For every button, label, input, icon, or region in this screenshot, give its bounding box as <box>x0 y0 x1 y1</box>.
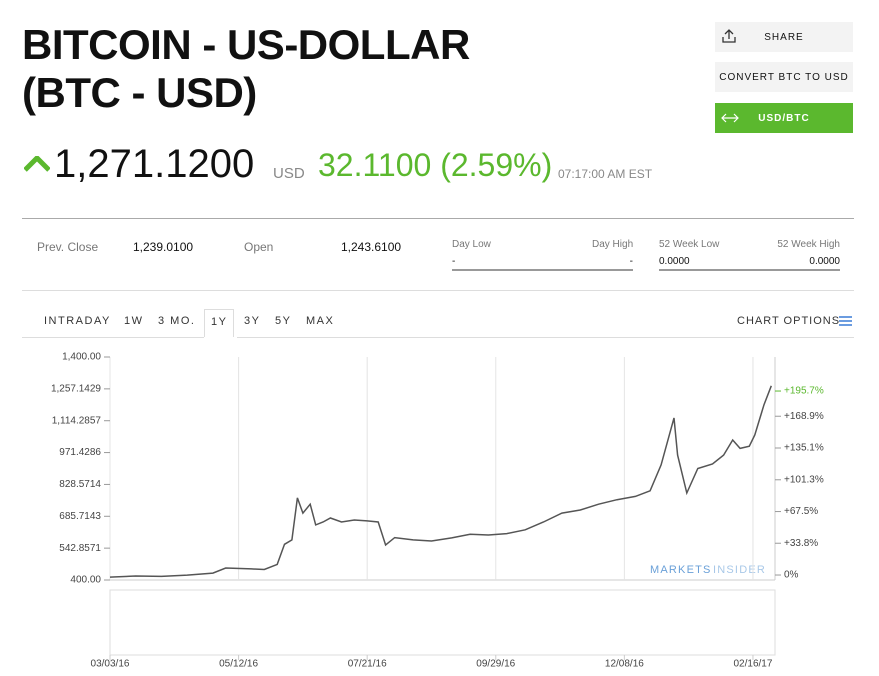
stat-label: 52 Week High <box>777 239 840 250</box>
y-tick-label: 542.8571 <box>59 543 101 554</box>
y2-tick-label: +168.9% <box>784 411 824 422</box>
y-tick-label: 685.7143 <box>59 511 101 522</box>
y-tick-label: 1,114.2857 <box>52 415 102 426</box>
y2-tick-label: +195.7% <box>784 386 824 397</box>
tab-active[interactable]: 1Y <box>204 309 235 337</box>
stat-value: 1,239.0100 <box>133 240 194 254</box>
swap-button[interactable]: USD/BTC <box>715 103 853 133</box>
divider <box>22 218 854 219</box>
range-bar <box>452 269 633 271</box>
x-tick-label: 05/12/16 <box>219 659 258 670</box>
stat-label: Prev. Close <box>37 240 99 254</box>
stat-value: - <box>629 256 633 267</box>
range-bar <box>659 269 840 271</box>
y-tick-label: 828.5714 <box>59 479 101 490</box>
y2-tick-label: +67.5% <box>784 506 818 517</box>
stat-value: 1,243.6100 <box>341 240 402 254</box>
button-label: CONVERT BTC TO USD <box>719 71 849 83</box>
menu-icon[interactable] <box>839 316 852 326</box>
y2-tick-label: +33.8% <box>784 538 818 549</box>
navigator <box>109 589 776 656</box>
tab[interactable]: 3 MO. <box>158 315 196 327</box>
x-tick-label: 09/29/16 <box>476 659 515 670</box>
y-tick-label: 971.4286 <box>59 447 101 458</box>
y2-tick-label: +101.3% <box>784 474 824 485</box>
tab[interactable]: 5Y <box>275 315 292 327</box>
divider <box>22 337 204 338</box>
convert-button[interactable]: CONVERT BTC TO USD <box>715 62 853 92</box>
stat-label: 52 Week Low <box>659 239 720 250</box>
stat-label: Open <box>244 240 274 254</box>
y-tick-label: 1,257.1429 <box>51 383 101 394</box>
y-tick-label: 1,400.00 <box>62 352 101 363</box>
chart-options[interactable]: CHART OPTIONS <box>737 315 841 327</box>
watermark: MARKETS <box>650 564 712 576</box>
tab[interactable]: 3Y <box>244 315 261 327</box>
title: BITCOIN - US-DOLLAR <box>22 21 470 68</box>
y-tick-label: 400.00 <box>70 575 101 586</box>
watermark: INSIDER <box>713 564 766 576</box>
up-arrow <box>24 156 50 172</box>
y2-tick-label: +135.1% <box>784 443 824 454</box>
x-tick-label: 07/21/16 <box>348 659 387 670</box>
currency: USD <box>273 165 305 182</box>
stat-value: 0.0000 <box>809 256 840 267</box>
stat-value: - <box>452 256 456 267</box>
divider <box>237 337 854 338</box>
divider <box>22 290 854 291</box>
tab[interactable]: INTRADAY <box>44 315 111 327</box>
title: (BTC - USD) <box>22 69 257 116</box>
x-tick-label: 02/16/17 <box>733 659 772 670</box>
share-button[interactable]: SHARE <box>715 22 853 52</box>
price-line <box>109 385 772 578</box>
tab[interactable]: MAX <box>306 315 335 327</box>
stat-value: 0.0000 <box>659 256 690 267</box>
stat-label: Day Low <box>452 239 491 250</box>
button-label: SHARE <box>764 31 804 43</box>
time: 07:17:00 AM EST <box>558 167 653 181</box>
price: 1,271.1200 <box>54 142 255 186</box>
x-tick-label: 12/08/16 <box>605 659 644 670</box>
change: 32.1100 (2.59%) <box>318 147 553 183</box>
button-label: USD/BTC <box>758 112 810 124</box>
y2-tick-label: 0% <box>784 570 799 581</box>
tab[interactable]: 1W <box>124 315 144 327</box>
x-tick-label: 03/03/16 <box>91 659 130 670</box>
stat-label: Day High <box>592 239 634 250</box>
